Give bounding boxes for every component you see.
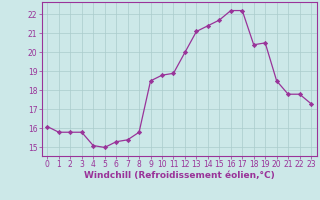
X-axis label: Windchill (Refroidissement éolien,°C): Windchill (Refroidissement éolien,°C)	[84, 171, 275, 180]
